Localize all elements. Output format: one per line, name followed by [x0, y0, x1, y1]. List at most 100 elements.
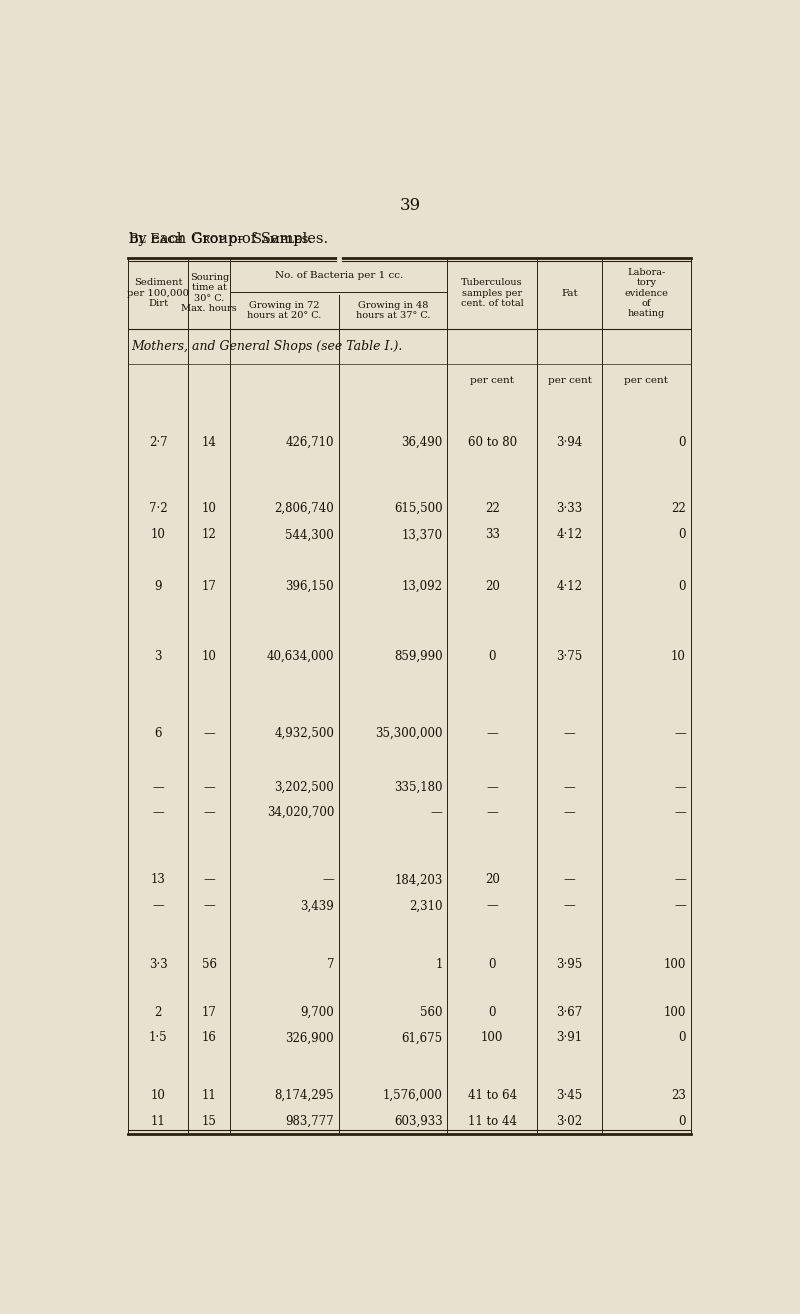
Text: 33: 33 — [485, 528, 500, 541]
Text: 0: 0 — [488, 650, 496, 664]
Text: 10: 10 — [671, 650, 686, 664]
Text: Tuberculous
samples per
cent. of total: Tuberculous samples per cent. of total — [461, 279, 523, 307]
Text: 10: 10 — [202, 502, 217, 515]
Text: 41 to 64: 41 to 64 — [467, 1089, 517, 1102]
Text: —: — — [152, 805, 164, 819]
Text: 20: 20 — [485, 874, 499, 887]
Text: 11 to 44: 11 to 44 — [468, 1116, 517, 1129]
Text: 335,180: 335,180 — [394, 781, 442, 794]
Text: 12: 12 — [202, 528, 217, 541]
Text: 2,310: 2,310 — [409, 900, 442, 913]
Text: —: — — [564, 805, 575, 819]
Text: 0: 0 — [488, 958, 496, 971]
Text: 7: 7 — [326, 958, 334, 971]
Text: 859,990: 859,990 — [394, 650, 442, 664]
Text: —: — — [486, 900, 498, 913]
Text: 0: 0 — [678, 436, 686, 449]
Text: —: — — [564, 727, 575, 740]
Text: Mothers, and General Shops (see Table I.).: Mothers, and General Shops (see Table I.… — [131, 340, 402, 353]
Text: per cent: per cent — [470, 377, 514, 385]
Text: 34,020,700: 34,020,700 — [266, 805, 334, 819]
Text: Souring
time at
30° C.
Max. hours: Souring time at 30° C. Max. hours — [182, 273, 237, 313]
Text: 22: 22 — [671, 502, 686, 515]
Text: —: — — [203, 900, 215, 913]
Text: —: — — [486, 805, 498, 819]
Text: —: — — [486, 781, 498, 794]
Text: 3,202,500: 3,202,500 — [274, 781, 334, 794]
Text: Fat: Fat — [562, 289, 578, 298]
Text: 6: 6 — [154, 727, 162, 740]
Text: Sediment
per 100,000
Dirt: Sediment per 100,000 Dirt — [127, 279, 189, 307]
Text: Growing in 48
hours at 37° C.: Growing in 48 hours at 37° C. — [356, 301, 430, 321]
Text: —: — — [203, 874, 215, 887]
Text: per cent: per cent — [624, 377, 668, 385]
Text: 22: 22 — [485, 502, 499, 515]
Text: Labora-
tory
evidence
of
heating: Labora- tory evidence of heating — [625, 268, 668, 318]
Text: —: — — [486, 727, 498, 740]
Text: 184,203: 184,203 — [394, 874, 442, 887]
Text: 100: 100 — [481, 1031, 503, 1045]
Text: —: — — [674, 727, 686, 740]
Text: No. of Bacteria per 1 cc.: No. of Bacteria per 1 cc. — [274, 271, 403, 280]
Text: 7·2: 7·2 — [149, 502, 167, 515]
Text: —: — — [674, 805, 686, 819]
Text: 35,300,000: 35,300,000 — [375, 727, 442, 740]
Text: 396,150: 396,150 — [286, 579, 334, 593]
Text: Bʟ Eᴀᴄʜ  Gʀoᴘ oғ  Sᴀᴍᴘʟᴇs.: Bʟ Eᴀᴄʜ Gʀoᴘ oғ Sᴀᴍᴘʟᴇs. — [130, 233, 313, 246]
Text: 1,576,000: 1,576,000 — [382, 1089, 442, 1102]
Text: —: — — [674, 781, 686, 794]
Text: 4·12: 4·12 — [557, 579, 582, 593]
Text: Growing in 72
hours at 20° C.: Growing in 72 hours at 20° C. — [247, 301, 322, 321]
Text: 3·45: 3·45 — [557, 1089, 582, 1102]
Text: 40,634,000: 40,634,000 — [266, 650, 334, 664]
Text: 9: 9 — [154, 579, 162, 593]
Text: 1·5: 1·5 — [149, 1031, 167, 1045]
Text: —: — — [674, 874, 686, 887]
Text: 3,439: 3,439 — [300, 900, 334, 913]
Text: 3·02: 3·02 — [557, 1116, 582, 1129]
Text: 983,777: 983,777 — [286, 1116, 334, 1129]
Text: 14: 14 — [202, 436, 217, 449]
Text: 426,710: 426,710 — [286, 436, 334, 449]
Text: 10: 10 — [150, 528, 166, 541]
Text: —: — — [203, 805, 215, 819]
Text: 0: 0 — [488, 1007, 496, 1018]
Text: 11: 11 — [150, 1116, 166, 1129]
Text: —: — — [322, 874, 334, 887]
Text: 56: 56 — [202, 958, 217, 971]
Text: by each Group of Samples.: by each Group of Samples. — [130, 233, 329, 246]
Text: —: — — [564, 874, 575, 887]
Text: 9,700: 9,700 — [300, 1007, 334, 1018]
Text: 15: 15 — [202, 1116, 217, 1129]
Text: 10: 10 — [202, 650, 217, 664]
Text: 13: 13 — [150, 874, 166, 887]
Text: 326,900: 326,900 — [286, 1031, 334, 1045]
Text: 3: 3 — [154, 650, 162, 664]
Text: 2: 2 — [154, 1007, 162, 1018]
Text: —: — — [203, 781, 215, 794]
Text: 16: 16 — [202, 1031, 217, 1045]
Text: —: — — [152, 900, 164, 913]
Text: 0: 0 — [678, 1116, 686, 1129]
Text: 615,500: 615,500 — [394, 502, 442, 515]
Text: 2·7: 2·7 — [149, 436, 167, 449]
Text: 17: 17 — [202, 1007, 217, 1018]
Text: per cent: per cent — [548, 377, 592, 385]
Text: —: — — [564, 781, 575, 794]
Text: 544,300: 544,300 — [286, 528, 334, 541]
Text: 36,490: 36,490 — [402, 436, 442, 449]
Text: 100: 100 — [663, 1007, 686, 1018]
Text: 39: 39 — [399, 197, 421, 214]
Text: —: — — [203, 727, 215, 740]
Text: 20: 20 — [485, 579, 499, 593]
Text: 4·12: 4·12 — [557, 528, 582, 541]
Text: 3·75: 3·75 — [557, 650, 582, 664]
Text: 61,675: 61,675 — [402, 1031, 442, 1045]
Text: 3·3: 3·3 — [149, 958, 167, 971]
Text: 11: 11 — [202, 1089, 217, 1102]
Text: 10: 10 — [150, 1089, 166, 1102]
Text: 0: 0 — [678, 528, 686, 541]
Text: 1: 1 — [435, 958, 442, 971]
Text: 3·94: 3·94 — [557, 436, 582, 449]
Text: 23: 23 — [671, 1089, 686, 1102]
